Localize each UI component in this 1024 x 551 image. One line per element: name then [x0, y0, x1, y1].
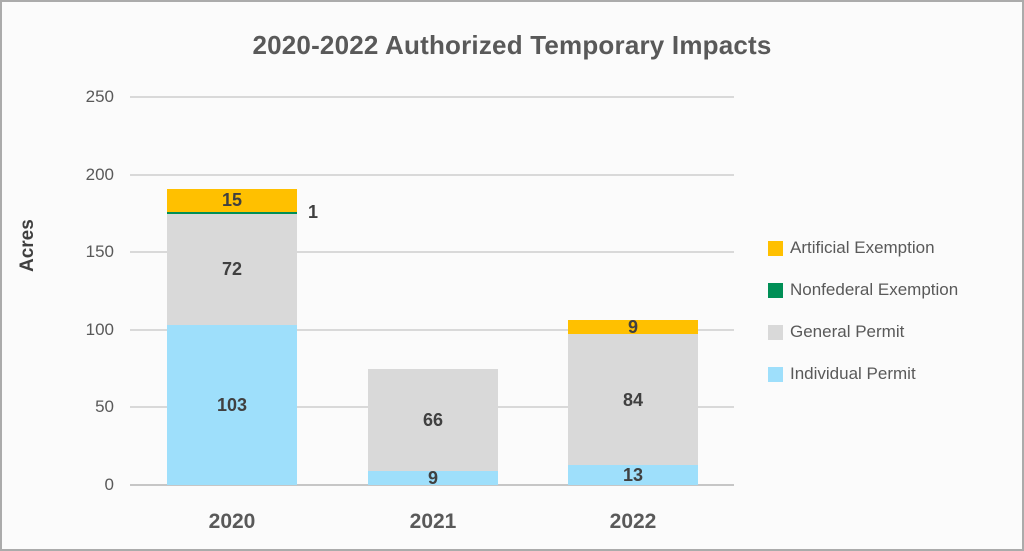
gridline-y-0 [130, 484, 734, 486]
bar-segment-2022-artificial-exemption [568, 320, 698, 335]
chart-title: 2020-2022 Authorized Temporary Impacts [252, 30, 772, 60]
data-label-2022-general-permit: 84 [622, 389, 644, 410]
gridline-y-100 [130, 328, 734, 331]
legend-label-individual-permit: Individual Permit [790, 364, 916, 383]
legend-item-nonfederal-exemption: Nonfederal Exemption [768, 280, 958, 300]
x-category-label-2022: 2022 [609, 510, 657, 533]
legend-swatch-artificial-exemption [768, 240, 783, 256]
legend-label-artificial-exemption: Artificial Exemption [790, 238, 935, 257]
data-label-2020-general-permit: 72 [221, 259, 243, 280]
legend-label-general-permit: General Permit [790, 322, 905, 341]
y-axis-title: Acres [17, 219, 38, 272]
legend-item-artificial-exemption: Artificial Exemption [768, 238, 935, 258]
legend-swatch-general-permit [768, 324, 783, 340]
data-label-2022-artificial-exemption: 9 [627, 317, 638, 338]
data-label-2020-nonfederal-exemption: 1 [308, 202, 319, 223]
legend-label-nonfederal-exemption: Nonfederal Exemption [790, 280, 959, 299]
legend-item-general-permit: General Permit [768, 322, 904, 342]
y-tick-label-250: 250 [85, 87, 114, 106]
bar-segment-2020-individual-permit [167, 325, 297, 485]
y-tick-label-200: 200 [85, 164, 114, 184]
gridline-y-200 [130, 173, 734, 176]
bar-segment-2020-nonfederal-exemption [167, 211, 297, 215]
x-category-label-2021: 2021 [409, 510, 457, 533]
gridline-y-250 [130, 96, 734, 98]
bar-segment-2020-general-permit [167, 213, 297, 326]
y-tick-label-150: 150 [85, 242, 114, 262]
bar-segment-2022-individual-permit [568, 464, 698, 485]
data-label-2020-individual-permit: 103 [216, 395, 248, 416]
bar-segment-2022-general-permit [568, 334, 698, 465]
legend-swatch-nonfederal-exemption [768, 282, 783, 298]
bar-segment-2020-artificial-exemption [167, 188, 297, 212]
y-tick-label-50: 50 [95, 397, 114, 417]
x-category-label-2020: 2020 [208, 510, 256, 533]
data-label-2020-artificial-exemption: 15 [221, 190, 243, 211]
y-tick-label-0: 0 [104, 475, 114, 494]
data-label-2021-general-permit: 66 [422, 409, 444, 430]
data-label-2022-individual-permit: 13 [622, 464, 644, 485]
bar-segment-2021-general-permit [368, 368, 498, 472]
gridline-y-150 [130, 251, 734, 254]
y-tick-label-100: 100 [85, 319, 114, 339]
legend-swatch-individual-permit [768, 366, 783, 382]
data-label-2021-individual-permit: 9 [427, 468, 438, 489]
bar-segment-2021-individual-permit [368, 471, 498, 485]
legend-item-individual-permit: Individual Permit [768, 364, 916, 384]
